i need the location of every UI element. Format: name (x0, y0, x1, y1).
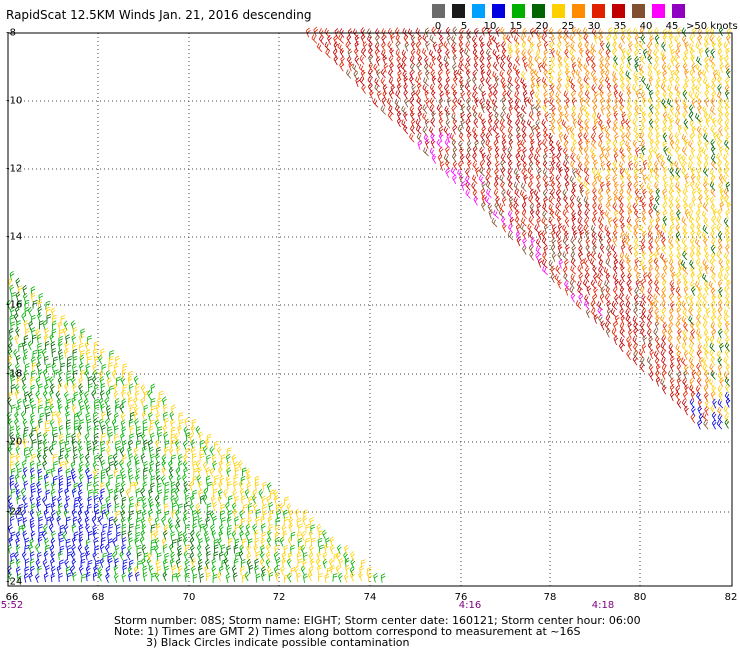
legend-swatch (672, 4, 685, 18)
legend-label-20: 20 (535, 21, 549, 32)
lon-label-66: 66 (5, 592, 19, 603)
legend-label-30: 30 (587, 21, 601, 32)
time-label-center: 4:16 (458, 600, 482, 611)
legend-swatch (572, 4, 585, 18)
map-frame (7, 32, 733, 587)
wind-barbs (6, 26, 732, 584)
contamination-note: 3) Black Circles indicate possible conta… (146, 636, 410, 649)
wind-barb-group (6, 270, 386, 583)
lat-label-14: -14 (6, 231, 23, 243)
time-label-west: 5:52 (0, 600, 24, 611)
lat-label-22: -22 (6, 506, 23, 518)
wind-barb-group (345, 26, 709, 430)
legend-swatch (532, 4, 545, 18)
lon-label-78: 78 (543, 592, 557, 603)
legend-swatch (492, 4, 505, 18)
map-title: RapidScat 12.5KM Winds Jan. 21, 2016 des… (6, 8, 312, 22)
legend-label-45: 45 (665, 21, 679, 32)
lat-label-10: -10 (6, 95, 23, 107)
wind-barb-group (507, 26, 732, 424)
wind-barb-group (318, 26, 695, 416)
lon-label-80: 80 (633, 592, 647, 603)
legend-label-50-knots: >50 knots (686, 21, 738, 32)
legend-swatch (472, 4, 485, 18)
legend-swatch (652, 4, 665, 18)
wind-barb-group (305, 26, 709, 424)
legend-label-35: 35 (613, 21, 627, 32)
legend-label-25: 25 (561, 21, 575, 32)
lat-label-12: -12 (6, 163, 23, 175)
wind-barb-group (7, 466, 140, 584)
storm-info-line: Storm number: 08S; Storm name: EIGHT; St… (114, 614, 641, 627)
wind-barb-group (7, 277, 373, 584)
note-line: Note: 1) Times are GMT 2) Times along bo… (114, 625, 581, 638)
lat-label-8: -8 (6, 27, 16, 39)
wind-barb-group (417, 132, 603, 317)
legend-label-40: 40 (639, 21, 653, 32)
legend-swatch (512, 4, 525, 18)
lat-label-18: -18 (6, 368, 23, 380)
lat-lon-grid (8, 33, 732, 586)
lon-label-72: 72 (272, 592, 286, 603)
legend-swatch (552, 4, 565, 18)
legend-label-15: 15 (509, 21, 523, 32)
lon-label-74: 74 (363, 592, 377, 603)
lon-label-70: 70 (182, 592, 196, 603)
lat-label-16: -16 (6, 299, 23, 311)
lon-label-76: 76 (454, 592, 468, 603)
legend-label-10: 10 (483, 21, 497, 32)
time-label-east: 4:18 (591, 600, 615, 611)
lat-label-24: -24 (6, 576, 23, 588)
legend-swatch (612, 4, 625, 18)
lon-label-82: 82 (724, 592, 738, 603)
legend-swatch (632, 4, 645, 18)
legend-label-0: 0 (434, 21, 442, 32)
lon-label-68: 68 (91, 592, 105, 603)
wind-barb-group (689, 391, 731, 430)
legend-swatch (432, 4, 445, 18)
legend-swatch (452, 4, 465, 18)
legend-swatch (592, 4, 605, 18)
legend-label-5: 5 (460, 21, 468, 32)
wind-barb-group (7, 277, 266, 583)
lat-label-20: -20 (6, 436, 23, 448)
wind-barb-group (605, 26, 731, 429)
